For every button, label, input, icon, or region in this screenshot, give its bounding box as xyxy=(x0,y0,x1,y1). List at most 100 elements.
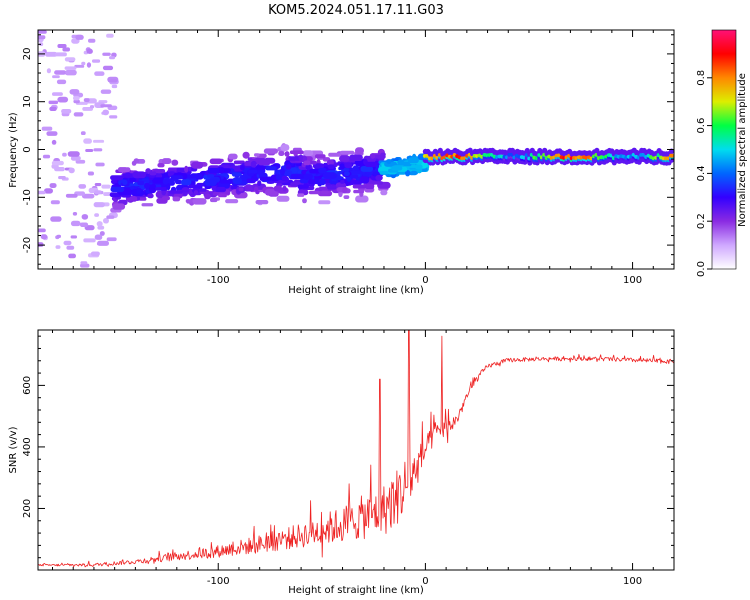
spectrogram-cell xyxy=(79,222,89,227)
spectrogram-cell xyxy=(359,176,370,184)
spectrogram-cell xyxy=(191,161,204,169)
spectrogram-cell xyxy=(93,202,105,208)
spectrogram-cell xyxy=(315,154,326,159)
spectrogram-cell xyxy=(172,196,181,202)
spectrogram-cell xyxy=(342,187,348,194)
spectrogram-cell xyxy=(81,61,86,66)
spectrogram-cell xyxy=(82,193,95,199)
spectrogram-cell xyxy=(204,179,217,186)
spectrogram-cell xyxy=(54,70,67,75)
spectrogram-cell xyxy=(92,59,101,63)
spectrogram-cell xyxy=(185,199,194,203)
spectrogram-cell xyxy=(279,168,285,175)
spectrogram-cell xyxy=(297,193,305,197)
spectrogram-y-tick-label: -20 xyxy=(22,237,33,253)
spectrogram-cell xyxy=(370,153,376,159)
spectrogram-cell xyxy=(207,174,215,178)
colorbar-ticks: 0.0 0.2 0.4 0.6 0.8 xyxy=(696,29,737,277)
spectrogram-cell xyxy=(233,160,245,165)
spectrogram-cell xyxy=(219,168,225,174)
spectrogram-cell xyxy=(408,157,419,164)
spectrogram-cell xyxy=(175,179,182,185)
colorbar: 0.0 0.2 0.4 0.6 0.8 Normalized spectral ampl… xyxy=(696,29,748,277)
spectrogram-cell xyxy=(97,240,109,246)
spectrogram-cell xyxy=(171,159,179,166)
spectrogram-cell xyxy=(39,42,44,47)
spectrogram-x-tick-label: -100 xyxy=(207,275,230,286)
spectrogram-cell xyxy=(190,173,203,179)
spectrogram-cell xyxy=(153,169,166,174)
spectrogram-cell xyxy=(87,171,94,176)
spectrogram-cell xyxy=(80,263,90,268)
spectrogram-cell xyxy=(52,75,60,79)
spectrogram-cell xyxy=(73,96,80,101)
spectrogram-cell xyxy=(355,195,369,203)
snr-y-axis-label: SNR (v/v) xyxy=(8,426,19,473)
spectrogram-cell xyxy=(231,172,242,177)
spectrogram-cell xyxy=(360,166,374,172)
spectrogram-cell xyxy=(46,68,51,74)
spectrogram-cell xyxy=(415,164,423,170)
spectrogram-cell xyxy=(166,183,171,191)
spectrogram-cell xyxy=(149,171,157,176)
spectrogram-cell xyxy=(74,64,85,68)
spectrogram-cell xyxy=(155,187,168,191)
spectrogram-cell xyxy=(136,187,142,194)
spectrogram-cell xyxy=(289,150,304,154)
colorbar-frame xyxy=(711,29,737,270)
spectrogram-cell xyxy=(254,186,259,192)
spectrogram-cell xyxy=(378,167,391,171)
spectrogram-cell xyxy=(44,188,53,194)
spectrogram-cell xyxy=(220,179,234,184)
spectrogram-x-axis-label: Height of straight line (km) xyxy=(288,285,424,296)
spectrogram-cell xyxy=(210,198,218,203)
spectrogram-cell xyxy=(349,154,363,161)
spectrogram-cell xyxy=(70,220,81,227)
spectrogram-cell xyxy=(52,92,63,96)
spectrogram-cell xyxy=(93,148,103,152)
spectrogram-cell xyxy=(265,166,277,171)
spectrogram-cell xyxy=(100,104,112,108)
spectrogram-cell xyxy=(83,238,96,243)
spectrogram-cell xyxy=(70,156,81,161)
spectrogram-cell xyxy=(78,184,87,189)
spectrogram-cell xyxy=(64,57,76,62)
spectrogram-cell xyxy=(88,38,96,43)
spectrogram-cell xyxy=(353,189,365,194)
spectrogram-cell xyxy=(58,176,66,180)
spectrogram-cell xyxy=(38,35,46,40)
spectrogram-cell xyxy=(344,162,353,169)
spectrogram-cell xyxy=(263,148,278,154)
spectrogram-cell xyxy=(161,158,172,164)
spectrogram-cell xyxy=(49,183,57,188)
spectrogram-cell xyxy=(122,173,135,178)
spectrogram-cells xyxy=(38,30,674,268)
spectrogram-cell xyxy=(141,203,154,207)
colorbar-label: Normalized spectral amplitude xyxy=(737,73,748,227)
spectrogram-cell xyxy=(284,151,290,157)
spectrogram-cell xyxy=(67,151,80,157)
spectrogram-cell xyxy=(340,179,345,184)
snr-y-tick-label: 600 xyxy=(22,376,33,395)
spectrogram-cell xyxy=(247,157,253,161)
spectrogram-cell xyxy=(303,160,311,166)
spectrogram-cell xyxy=(353,165,359,170)
spectrogram-cell xyxy=(110,186,125,193)
spectrogram-cell xyxy=(86,48,93,54)
spectrogram-cell xyxy=(65,193,78,198)
spectrogram-cell xyxy=(89,105,95,109)
spectrogram-cell xyxy=(339,155,350,162)
spectrogram-cell xyxy=(132,171,147,179)
spectrogram-cell xyxy=(99,231,105,236)
spectrogram-cell xyxy=(93,139,105,143)
spectrogram-cell xyxy=(94,71,105,76)
spectrogram-cell xyxy=(365,183,375,190)
spectrogram-cell xyxy=(326,159,334,166)
spectrogram-cell xyxy=(207,167,222,174)
snr-frame xyxy=(37,329,675,571)
spectrogram-cell xyxy=(111,84,118,89)
spectrogram-cell xyxy=(669,153,674,158)
spectrogram-cell xyxy=(381,170,389,175)
snr-x-tick-label: -100 xyxy=(207,576,230,587)
spectrogram-cell xyxy=(66,245,75,250)
